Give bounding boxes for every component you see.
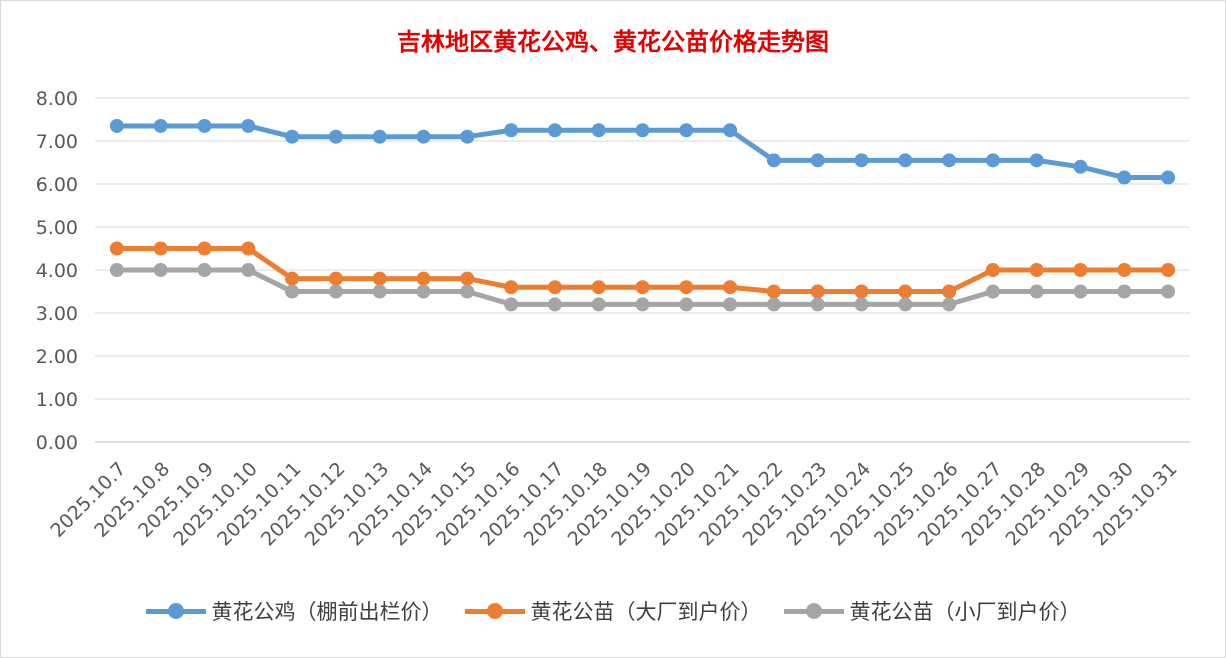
legend-item-1: 黄花公鸡（棚前出栏价） <box>145 596 443 626</box>
chart-title: 吉林地区黄花公鸡、黄花公苗价格走势图 <box>397 27 829 56</box>
data-point <box>153 118 168 133</box>
data-point <box>1161 170 1176 185</box>
data-point <box>1029 284 1044 299</box>
data-point <box>416 271 431 286</box>
data-point <box>766 297 781 312</box>
data-point <box>1073 263 1088 277</box>
data-point <box>898 153 913 168</box>
data-point <box>460 129 475 144</box>
data-point <box>372 271 387 286</box>
data-point <box>153 263 168 277</box>
data-point <box>723 280 738 295</box>
y-tick-label: 6.00 <box>36 174 78 196</box>
data-point <box>109 118 124 133</box>
data-point <box>723 123 738 138</box>
data-point <box>854 297 869 312</box>
data-point <box>416 129 431 144</box>
y-tick-label: 7.00 <box>36 131 78 153</box>
legend-label: 黄花公苗（大厂到户价） <box>530 600 762 624</box>
data-point <box>416 284 431 299</box>
data-point <box>197 118 212 133</box>
data-point <box>241 241 256 256</box>
y-tick-label: 4.00 <box>36 260 78 282</box>
legend-marker <box>464 600 525 622</box>
data-point <box>635 123 650 138</box>
data-point <box>679 123 694 138</box>
data-point <box>504 297 519 312</box>
data-point <box>285 284 300 299</box>
data-point <box>547 280 562 295</box>
data-point <box>328 129 343 144</box>
data-point <box>854 284 869 299</box>
data-point <box>635 280 650 295</box>
data-point <box>854 153 869 168</box>
data-point <box>197 241 212 256</box>
data-point <box>766 284 781 299</box>
y-tick-label: 5.00 <box>36 217 78 239</box>
data-point <box>810 284 825 299</box>
y-tick-label: 8.00 <box>36 88 78 110</box>
data-point <box>942 284 957 299</box>
data-point <box>109 241 124 256</box>
data-point <box>591 123 606 138</box>
data-point <box>1161 263 1176 277</box>
legend-item-3: 黄花公苗（小厂到户价） <box>783 596 1081 626</box>
data-point <box>985 284 1000 299</box>
data-point <box>372 284 387 299</box>
data-point <box>1161 284 1176 299</box>
data-point <box>679 280 694 295</box>
data-point <box>285 129 300 144</box>
data-point <box>328 271 343 286</box>
data-point <box>942 297 957 312</box>
legend-marker <box>783 600 844 622</box>
data-point <box>1117 170 1132 185</box>
data-point <box>241 118 256 133</box>
legend-label: 黄花公鸡（棚前出栏价） <box>211 600 443 624</box>
data-point <box>591 297 606 312</box>
data-point <box>547 123 562 138</box>
data-point <box>504 123 519 138</box>
y-tick-label: 2.00 <box>36 346 78 368</box>
data-point <box>810 153 825 168</box>
data-point <box>898 297 913 312</box>
data-point <box>547 297 562 312</box>
legend-label: 黄花公苗（小厂到户价） <box>849 600 1081 624</box>
y-tick-label: 1.00 <box>36 389 78 411</box>
data-point <box>109 263 124 277</box>
data-point <box>197 263 212 277</box>
data-point <box>504 280 519 295</box>
data-point <box>460 284 475 299</box>
data-point <box>942 153 957 168</box>
data-point <box>372 129 387 144</box>
chart-legend: 黄花公鸡（棚前出栏价） 黄花公苗（大厂到户价） 黄花公苗（小厂到户价） <box>0 596 1226 626</box>
data-point <box>241 263 256 277</box>
data-point <box>460 271 475 286</box>
data-point <box>285 271 300 286</box>
data-point <box>1073 159 1088 174</box>
data-point <box>985 263 1000 277</box>
data-point <box>591 280 606 295</box>
data-point <box>766 153 781 168</box>
data-point <box>985 153 1000 168</box>
data-point <box>635 297 650 312</box>
data-point <box>898 284 913 299</box>
data-point <box>1029 153 1044 168</box>
data-point <box>1029 263 1044 277</box>
data-point <box>1117 263 1132 277</box>
data-point <box>1073 284 1088 299</box>
legend-item-2: 黄花公苗（大厂到户价） <box>464 596 762 626</box>
y-tick-label: 3.00 <box>36 303 78 325</box>
data-point <box>1117 284 1132 299</box>
y-tick-label: 0.00 <box>36 432 78 454</box>
data-point <box>679 297 694 312</box>
data-point <box>810 297 825 312</box>
data-point <box>328 284 343 299</box>
legend-marker <box>145 600 206 622</box>
data-point <box>153 241 168 256</box>
data-point <box>723 297 738 312</box>
